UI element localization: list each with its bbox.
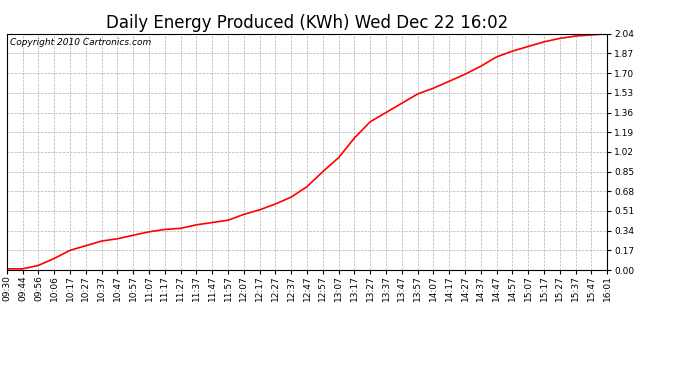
Title: Daily Energy Produced (KWh) Wed Dec 22 16:02: Daily Energy Produced (KWh) Wed Dec 22 1… (106, 14, 508, 32)
Text: Copyright 2010 Cartronics.com: Copyright 2010 Cartronics.com (10, 39, 151, 48)
